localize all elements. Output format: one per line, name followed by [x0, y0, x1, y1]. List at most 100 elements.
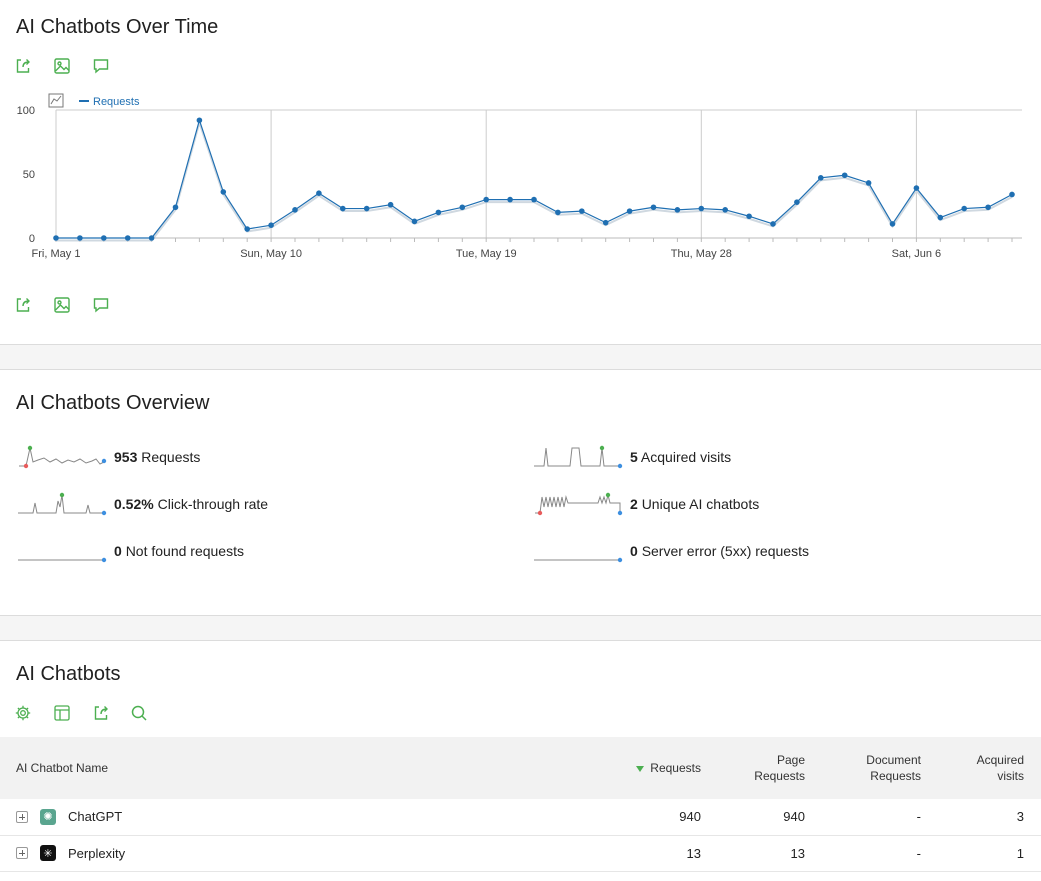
- x-tick-label: Thu, May 28: [671, 248, 732, 260]
- table-row[interactable]: ✺ ChatGPT 940 940 - 3: [0, 799, 1041, 836]
- data-point[interactable]: [148, 235, 155, 241]
- data-point[interactable]: [555, 209, 561, 216]
- kpi-not-found[interactable]: 0 Not found requests: [16, 536, 244, 566]
- data-point[interactable]: [196, 117, 203, 124]
- kpi-server-error[interactable]: 0 Server error (5xx) requests: [532, 536, 809, 566]
- data-point[interactable]: [698, 205, 705, 212]
- kpi-unique-chatbots[interactable]: 2 Unique AI chatbots: [532, 489, 759, 519]
- data-point[interactable]: [172, 204, 179, 211]
- chatbot-name: ChatGPT: [68, 809, 123, 825]
- sparkline: [19, 445, 107, 469]
- y-tick-label: 100: [17, 105, 35, 117]
- kpi-label: Not found requests: [125, 543, 244, 559]
- col-header-requests[interactable]: Requests: [599, 737, 719, 799]
- data-point[interactable]: [794, 199, 800, 205]
- cell-requests: 940: [599, 799, 719, 836]
- export-icon-bottom[interactable]: [14, 296, 32, 314]
- kpi-label: Server error (5xx) requests: [641, 543, 809, 559]
- data-point[interactable]: [77, 235, 83, 241]
- data-point[interactable]: [411, 218, 418, 225]
- export-icon-table[interactable]: [92, 704, 110, 722]
- cell-acquired-visits: 1: [939, 835, 1041, 872]
- data-point[interactable]: [889, 221, 896, 227]
- chatbots-title: AI Chatbots: [16, 663, 121, 685]
- kpi-value: 5: [630, 449, 638, 465]
- x-tick-label: Sun, May 10: [240, 248, 302, 260]
- data-point[interactable]: [244, 226, 250, 232]
- x-tick-label: Fri, May 1: [32, 248, 81, 260]
- kpi-value: 0: [630, 543, 638, 559]
- legend-requests[interactable]: Requests: [79, 96, 140, 108]
- table-layout-icon[interactable]: [53, 704, 71, 722]
- image-icon-bottom[interactable]: [53, 296, 71, 314]
- image-icon[interactable]: [53, 57, 71, 75]
- data-point[interactable]: [483, 196, 490, 203]
- data-point[interactable]: [101, 235, 107, 241]
- cell-page-requests: 940: [719, 799, 823, 836]
- data-point[interactable]: [435, 209, 442, 216]
- data-point[interactable]: [961, 205, 967, 212]
- data-point[interactable]: [531, 196, 537, 203]
- cell-page-requests: 13: [719, 835, 823, 872]
- y-tick-label: 50: [23, 169, 35, 181]
- data-point[interactable]: [818, 175, 824, 181]
- kpi-value: 0.52%: [114, 496, 154, 512]
- data-point[interactable]: [363, 205, 370, 212]
- kpi-requests[interactable]: 953 Requests: [16, 442, 200, 472]
- data-point[interactable]: [579, 208, 585, 214]
- chart-card-title: AI Chatbots Over Time: [16, 16, 219, 38]
- data-point[interactable]: [220, 189, 227, 195]
- data-point[interactable]: [746, 213, 752, 220]
- expand-icon[interactable]: [16, 847, 28, 859]
- data-point[interactable]: [674, 207, 681, 213]
- data-point[interactable]: [53, 235, 59, 241]
- x-tick-label: Tue, May 19: [456, 248, 517, 260]
- data-point[interactable]: [340, 205, 346, 212]
- series-line-requests: [56, 118, 1013, 239]
- sort-desc-icon: [636, 765, 645, 772]
- kpi-click-through-rate[interactable]: 0.52% Click-through rate: [16, 489, 268, 519]
- data-point[interactable]: [913, 185, 920, 191]
- sparkline: [18, 492, 107, 516]
- data-point[interactable]: [507, 196, 513, 203]
- table-row[interactable]: ✳ Perplexity 13 13 - 1: [0, 835, 1041, 872]
- data-point[interactable]: [985, 204, 991, 211]
- col-header-document-requests[interactable]: Document Requests: [823, 737, 939, 799]
- gear-icon[interactable]: [14, 704, 32, 722]
- cell-acquired-visits: 3: [939, 799, 1041, 836]
- data-point[interactable]: [1009, 191, 1015, 198]
- data-point[interactable]: [292, 207, 298, 213]
- data-point[interactable]: [459, 204, 466, 211]
- sparkline: [18, 557, 107, 563]
- sparkline: [535, 492, 623, 516]
- chatbot-name: Perplexity: [68, 845, 126, 861]
- export-icon[interactable]: [14, 57, 32, 75]
- data-point[interactable]: [268, 222, 274, 228]
- annotation-icon-bottom[interactable]: [92, 296, 110, 314]
- data-point[interactable]: [316, 190, 322, 196]
- cell-requests: 13: [599, 835, 719, 872]
- col-header-acquired-visits[interactable]: Acquired visits: [939, 737, 1041, 799]
- search-icon[interactable]: [130, 704, 148, 722]
- data-point[interactable]: [770, 221, 776, 227]
- y-tick-label: 0: [29, 233, 35, 245]
- data-point[interactable]: [722, 207, 728, 213]
- kpi-acquired-visits[interactable]: 5 Acquired visits: [532, 442, 731, 472]
- annotation-icon[interactable]: [92, 57, 110, 75]
- data-point[interactable]: [865, 180, 872, 186]
- data-point[interactable]: [626, 208, 633, 214]
- col-header-page-requests[interactable]: Page Requests: [719, 737, 823, 799]
- data-point[interactable]: [937, 214, 944, 221]
- chatbots-table: AI Chatbot Name Requests Page Requests D…: [0, 737, 1041, 872]
- col-header-name[interactable]: AI Chatbot Name: [0, 737, 599, 799]
- data-point[interactable]: [124, 235, 131, 241]
- data-point[interactable]: [387, 201, 394, 208]
- chart-type-icon[interactable]: [48, 93, 64, 108]
- sparkline: [534, 445, 623, 469]
- kpi-value: 0: [114, 543, 122, 559]
- data-point[interactable]: [650, 204, 657, 211]
- data-point[interactable]: [602, 219, 609, 226]
- data-point[interactable]: [841, 172, 848, 179]
- kpi-label: Acquired visits: [640, 449, 732, 465]
- expand-icon[interactable]: [16, 810, 28, 823]
